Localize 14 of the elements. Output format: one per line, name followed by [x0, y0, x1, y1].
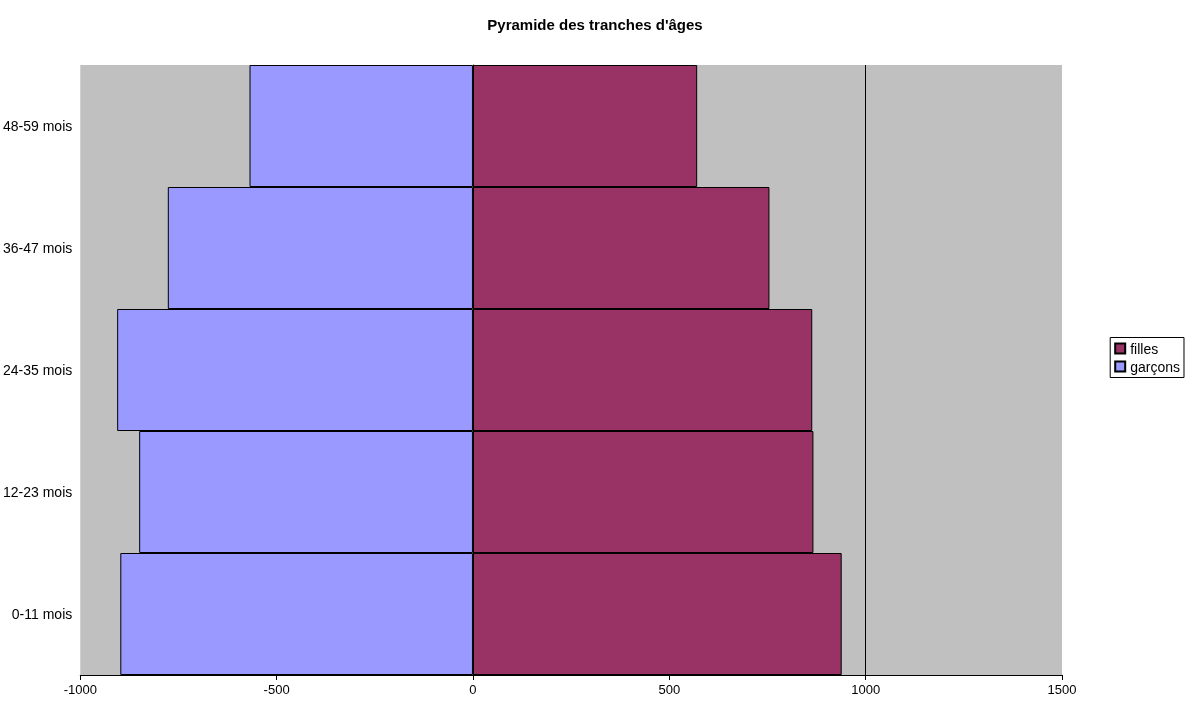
y-tick-label: 12-23 mois — [2, 484, 73, 500]
x-tick-label: 0 — [469, 682, 477, 697]
x-tick-label: 1500 — [1047, 682, 1077, 697]
x-tick-label: -500 — [263, 682, 290, 697]
y-tick-label: 24-35 mois — [2, 362, 73, 378]
y-tick-label: 0-11 mois — [11, 606, 73, 622]
legend-label: garçons — [1130, 358, 1181, 375]
legend-label: filles — [1130, 340, 1159, 357]
x-tick-label: 500 — [658, 682, 681, 697]
chart-title: Pyramide des tranches d'âges — [487, 16, 703, 33]
x-tick-label: -1000 — [63, 682, 97, 697]
y-tick-label: 36-47 mois — [2, 240, 73, 256]
x-tick-label: 1000 — [851, 682, 881, 697]
y-tick-label: 48-59 mois — [2, 118, 73, 134]
